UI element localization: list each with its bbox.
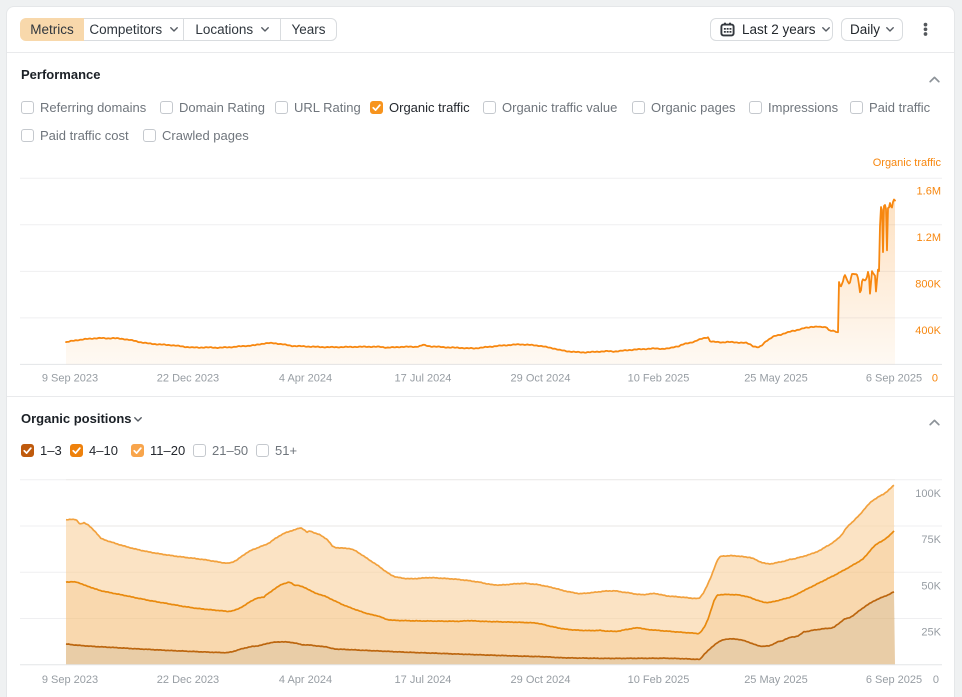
svg-text:800K: 800K	[915, 279, 941, 291]
svg-text:29 Oct 2024: 29 Oct 2024	[511, 372, 571, 384]
svg-text:0: 0	[933, 674, 939, 686]
svg-text:4 Apr 2024: 4 Apr 2024	[279, 674, 332, 686]
svg-text:1.6M: 1.6M	[917, 186, 941, 198]
svg-text:6 Sep 2025: 6 Sep 2025	[866, 674, 922, 686]
svg-text:9 Sep 2023: 9 Sep 2023	[42, 674, 98, 686]
svg-text:10 Feb 2025: 10 Feb 2025	[628, 372, 690, 384]
svg-text:0: 0	[932, 372, 938, 384]
svg-text:17 Jul 2024: 17 Jul 2024	[395, 372, 452, 384]
svg-text:50K: 50K	[921, 580, 941, 592]
svg-text:6 Sep 2025: 6 Sep 2025	[866, 372, 922, 384]
svg-text:25K: 25K	[921, 627, 941, 639]
svg-text:10 Feb 2025: 10 Feb 2025	[628, 674, 690, 686]
svg-text:22 Dec 2023: 22 Dec 2023	[157, 674, 219, 686]
svg-text:4 Apr 2024: 4 Apr 2024	[279, 372, 332, 384]
svg-text:17 Jul 2024: 17 Jul 2024	[395, 674, 452, 686]
svg-text:1.2M: 1.2M	[917, 232, 941, 244]
svg-text:9 Sep 2023: 9 Sep 2023	[42, 372, 98, 384]
svg-text:75K: 75K	[921, 534, 941, 546]
svg-text:25 May 2025: 25 May 2025	[744, 372, 808, 384]
svg-text:25 May 2025: 25 May 2025	[744, 674, 808, 686]
svg-text:100K: 100K	[915, 488, 941, 500]
svg-text:400K: 400K	[915, 325, 941, 337]
svg-text:22 Dec 2023: 22 Dec 2023	[157, 372, 219, 384]
svg-text:29 Oct 2024: 29 Oct 2024	[511, 674, 571, 686]
